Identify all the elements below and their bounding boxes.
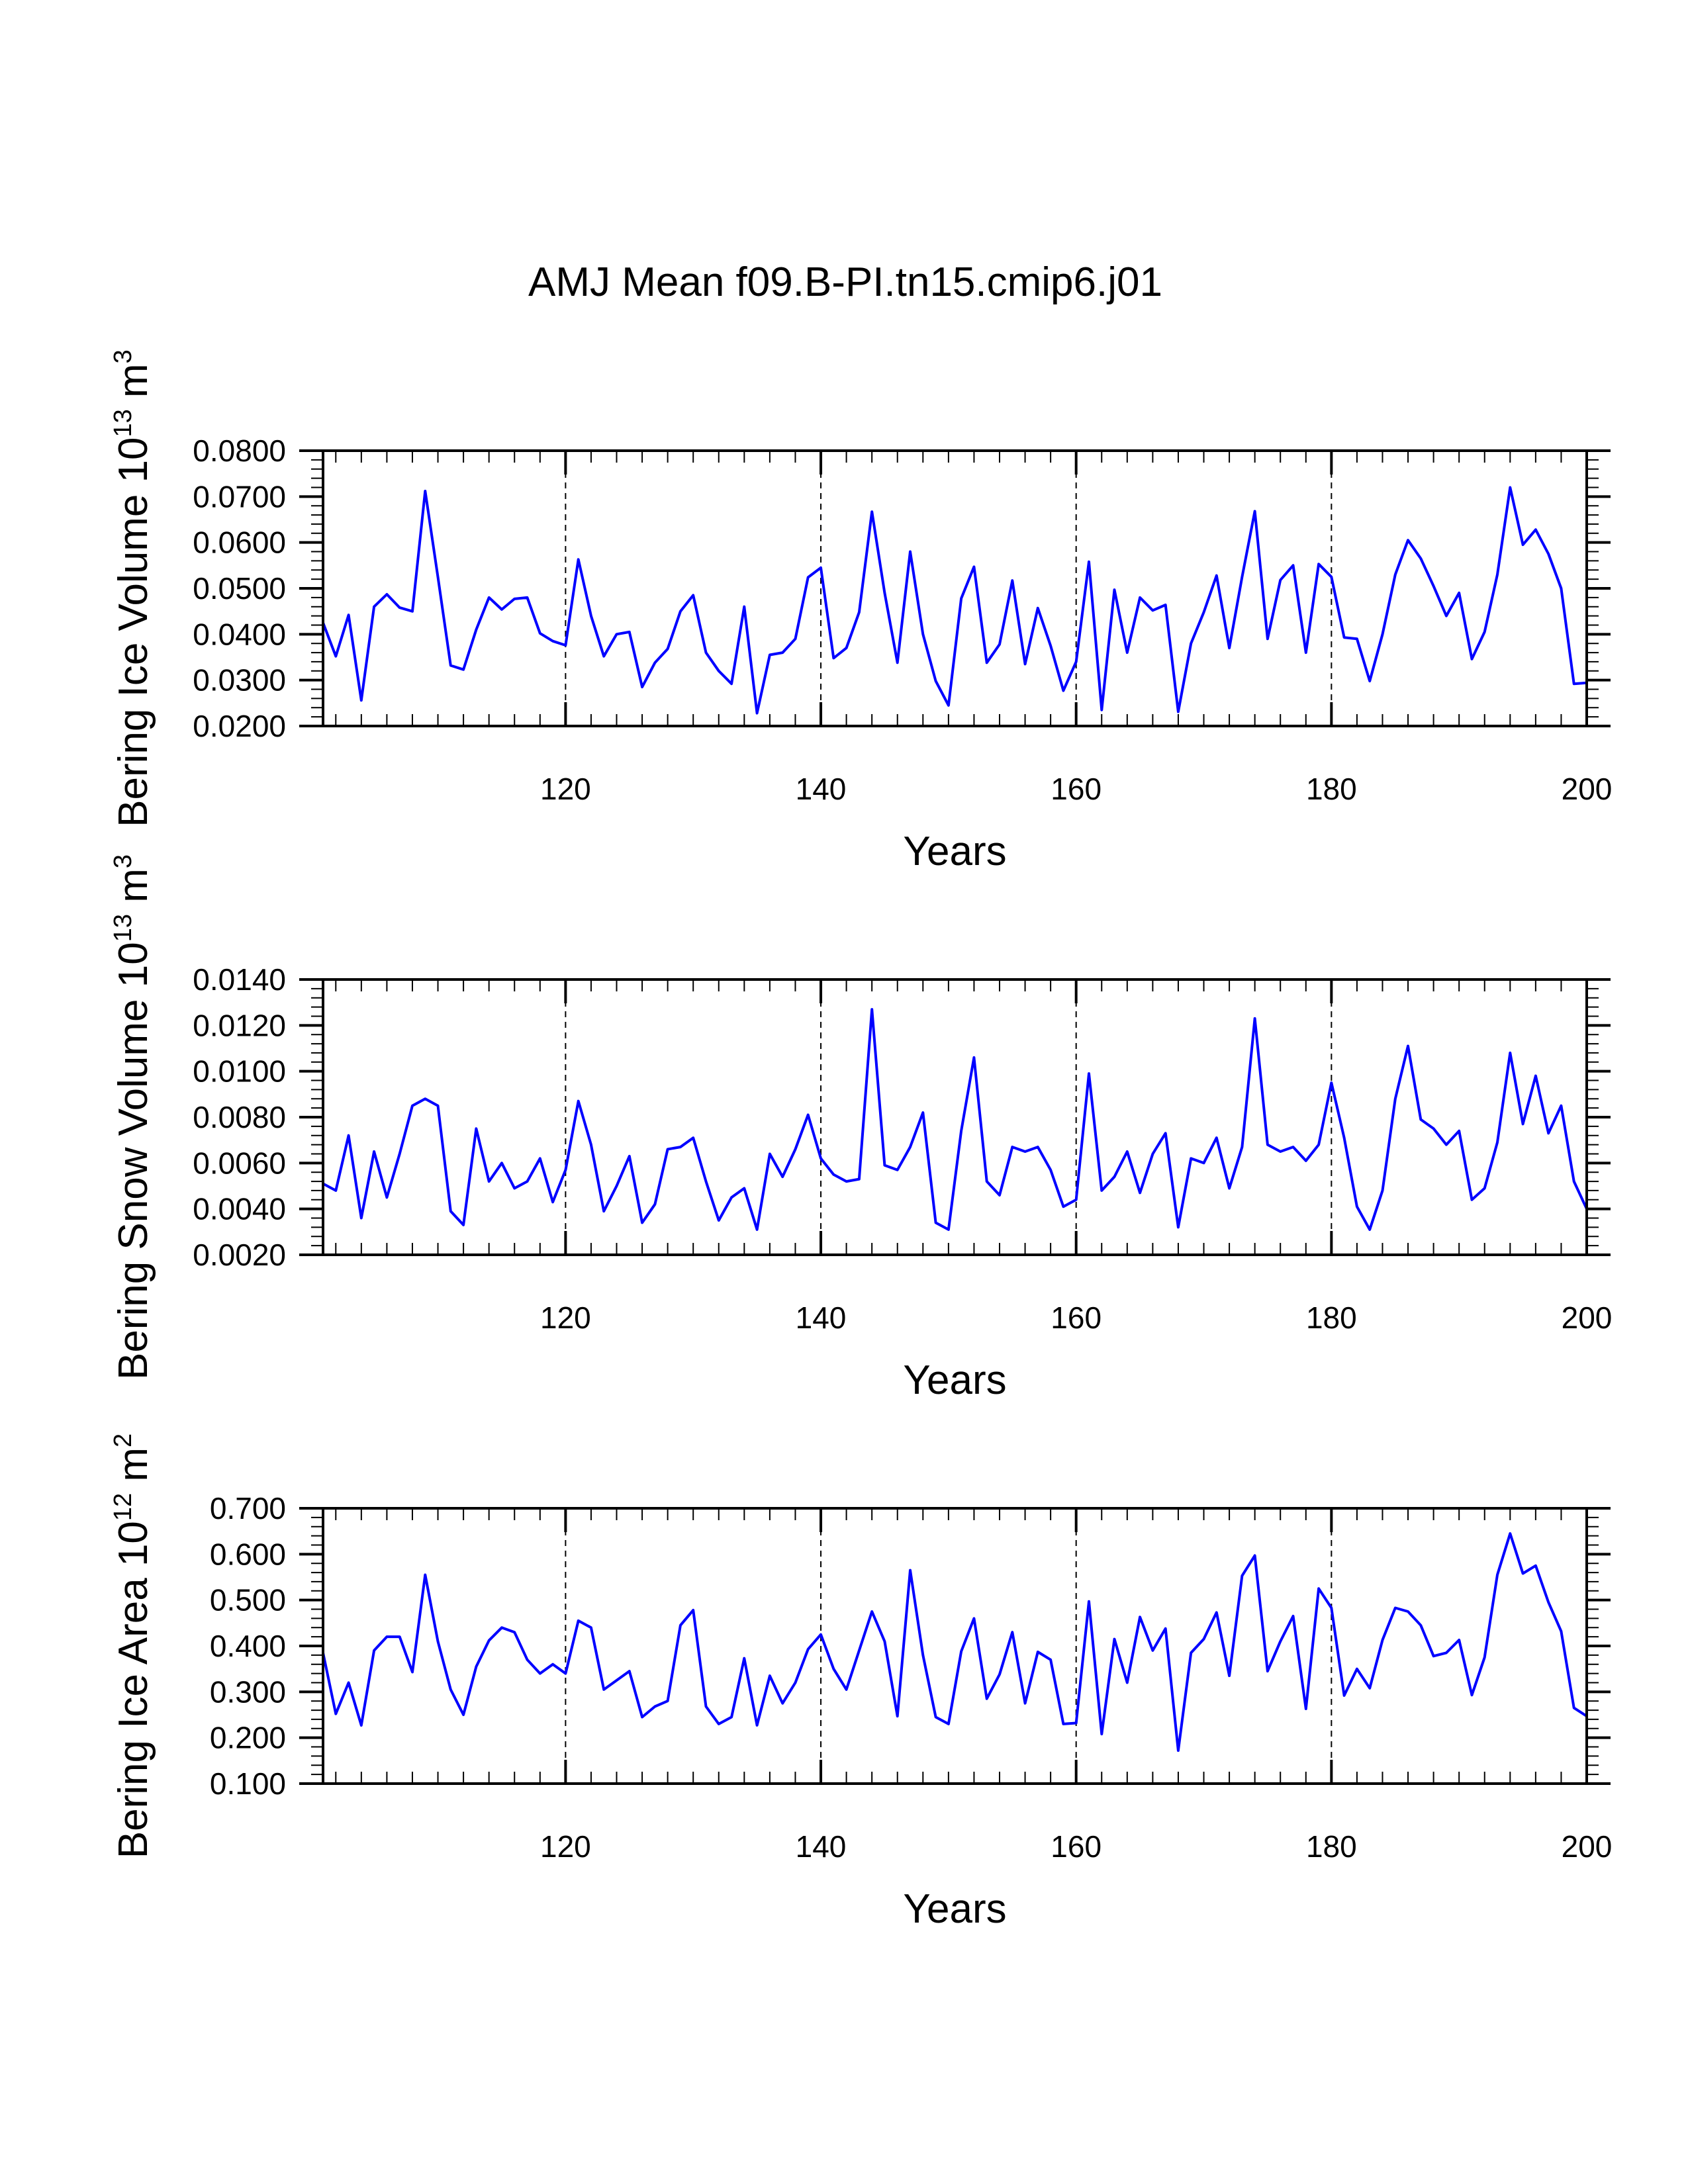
y-tick-label: 0.0040	[193, 1192, 286, 1226]
y-axis-label: Bering Ice Area 1012 m2	[109, 1433, 156, 1858]
y-axis-label: Bering Snow Volume 1013 m3	[109, 854, 156, 1380]
y-tick-label: 0.0700	[193, 479, 286, 514]
ice-area-panel: 120 140 160 180 200 0.100 0.200 0.300 0.400 0.500…	[109, 1433, 1612, 1932]
y-tick-label: 0.300	[210, 1674, 286, 1709]
x-tick-label: 140	[796, 1300, 847, 1335]
y-tick-label: 0.0140	[193, 962, 286, 997]
y-tick-label: 0.0120	[193, 1008, 286, 1042]
x-tick-label: 120	[540, 772, 591, 806]
y-tick-label: 0.400	[210, 1629, 286, 1663]
y-tick-label: 0.0080	[193, 1100, 286, 1134]
y-tick-label: 0.0800	[193, 433, 286, 468]
snow-volume-panel: 120 140 160 180 200 0.0020 0.0040 0.0060 0.0080 0…	[109, 854, 1612, 1403]
x-tick-label: 180	[1306, 772, 1357, 806]
y-tick-label: 0.0200	[193, 709, 286, 743]
x-axis-label: Years	[903, 1886, 1006, 1932]
chart-title: AMJ Mean f09.B-PI.tn15.cmip6.j01	[528, 259, 1162, 305]
y-tick-label: 0.0500	[193, 571, 286, 606]
y-tick-label: 0.600	[210, 1537, 286, 1571]
data-line	[322, 486, 1587, 715]
x-axis-label: Years	[903, 1357, 1006, 1403]
y-tick-label: 0.0100	[193, 1054, 286, 1089]
y-tick-label: 0.700	[210, 1491, 286, 1525]
data-line	[322, 1532, 1588, 1752]
x-tick-label: 120	[540, 1300, 591, 1335]
x-tick-label: 200	[1562, 1829, 1613, 1864]
y-tick-label: 0.0400	[193, 617, 286, 651]
x-tick-label: 200	[1562, 1300, 1613, 1335]
y-tick-label: 0.100	[210, 1766, 286, 1801]
x-tick-label: 160	[1051, 772, 1102, 806]
y-tick-label: 0.0300	[193, 663, 286, 698]
y-axis-label: Bering Ice Volume 1013 m3	[109, 349, 156, 827]
x-tick-label: 160	[1051, 1300, 1102, 1335]
x-tick-label: 160	[1051, 1829, 1102, 1864]
ice-volume-panel: 120 140 160 180 200 0.0200 0.0300 0.0400 0.0500 0…	[109, 349, 1612, 874]
y-tick-label: 0.200	[210, 1721, 286, 1755]
x-tick-label: 140	[796, 772, 847, 806]
x-tick-label: 200	[1562, 772, 1613, 806]
x-axis-label: Years	[903, 829, 1006, 874]
y-tick-label: 0.0600	[193, 525, 286, 560]
x-tick-label: 120	[540, 1829, 591, 1864]
y-tick-label: 0.0060	[193, 1146, 286, 1180]
data-line	[322, 1008, 1588, 1231]
x-tick-label: 180	[1306, 1829, 1357, 1864]
y-tick-label: 0.0020	[193, 1238, 286, 1272]
x-tick-label: 180	[1306, 1300, 1357, 1335]
y-tick-label: 0.500	[210, 1583, 286, 1617]
x-tick-label: 140	[796, 1829, 847, 1864]
